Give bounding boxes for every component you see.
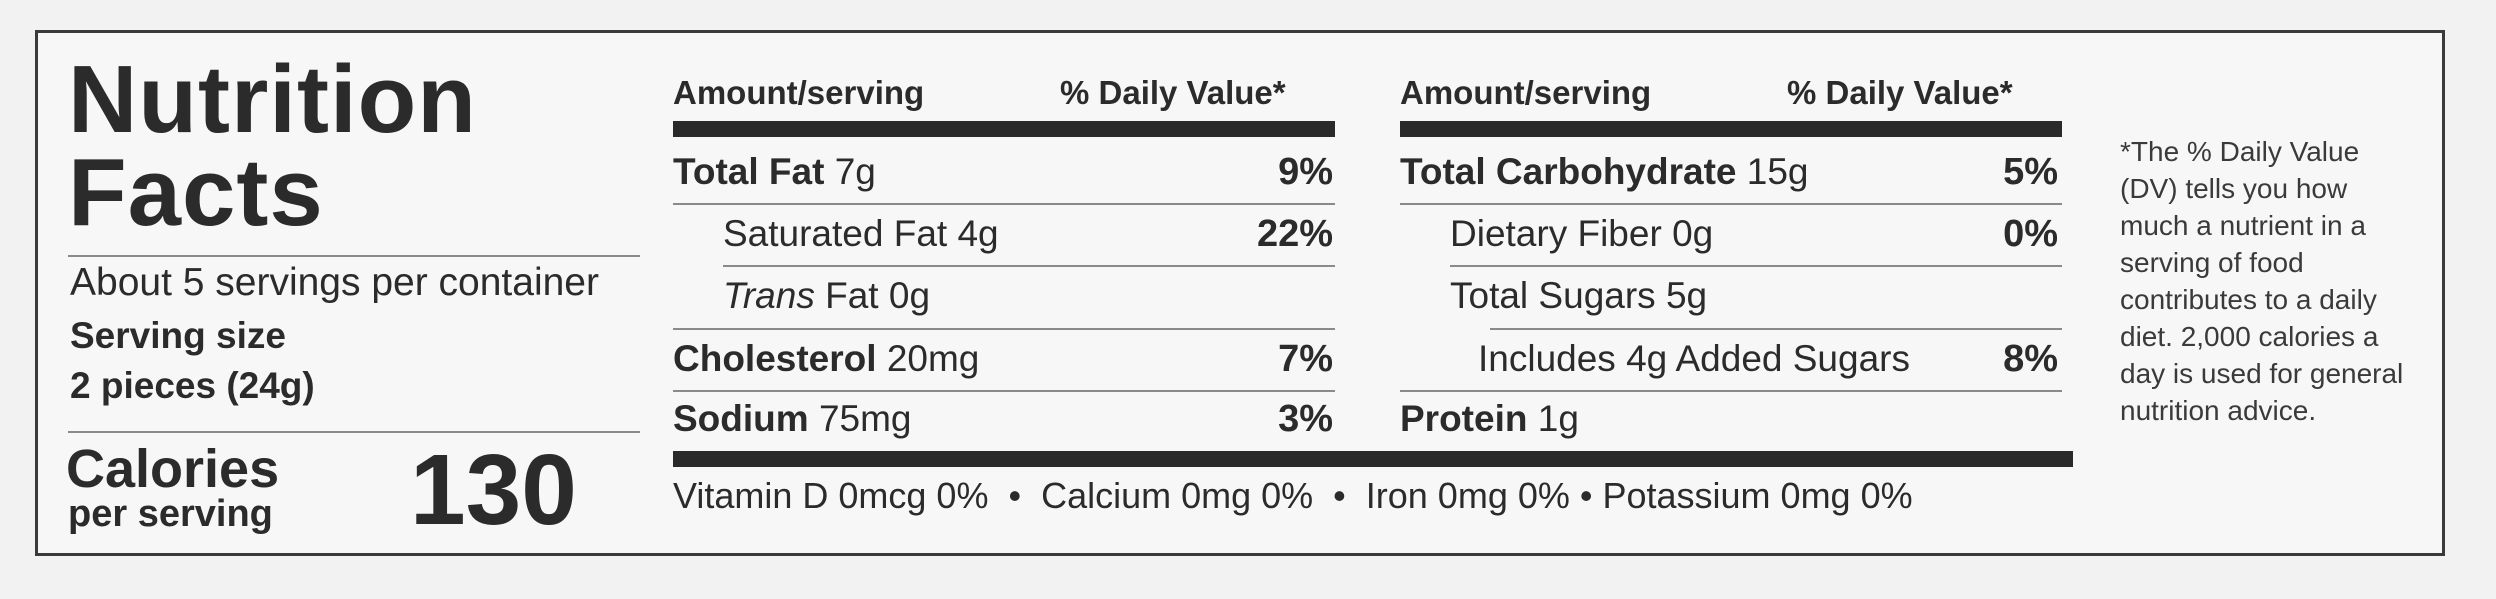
left-header-amount: Amount/serving bbox=[673, 74, 925, 111]
dv-total-carbohydrate: 5% bbox=[2003, 151, 2058, 193]
dv-dietary-fiber: 0% bbox=[2003, 213, 2058, 255]
nutrition-facts-panel: Nutrition Facts About 5 servings per con… bbox=[35, 30, 2445, 556]
divider-row-4 bbox=[673, 390, 1335, 392]
row-added-sugars: Includes 4g Added Sugars bbox=[1478, 338, 1910, 379]
row-trans-fat: Trans Fat 0g bbox=[723, 275, 931, 316]
divider-serving bbox=[68, 431, 640, 433]
dv-saturated-fat: 22% bbox=[1256, 213, 1333, 255]
divider-title bbox=[68, 255, 640, 257]
serving-size-label: Serving size bbox=[70, 315, 286, 356]
right-header-amount: Amount/serving bbox=[1400, 74, 1652, 111]
calories-sublabel: per serving bbox=[68, 493, 273, 535]
row-total-sugars: Total Sugars 5g bbox=[1450, 275, 1708, 316]
title-line-2: Facts bbox=[68, 139, 324, 246]
divider-row-1 bbox=[673, 203, 1335, 205]
row-cholesterol: Cholesterol 20mg bbox=[673, 338, 980, 379]
right-header-dv: % Daily Value* bbox=[1787, 74, 2013, 111]
left-header-dv: % Daily Value* bbox=[1060, 74, 1286, 111]
row-total-fat: Total Fat 7g bbox=[673, 151, 876, 192]
vitamins-line: Vitamin D 0mcg 0% • Calcium 0mg 0% • Iro… bbox=[673, 475, 1913, 516]
row-protein: Protein 1g bbox=[1400, 398, 1579, 439]
title-line-1: Nutrition bbox=[68, 46, 477, 153]
divider-r-row-3 bbox=[1490, 328, 2062, 330]
row-sodium: Sodium 75mg bbox=[673, 398, 912, 439]
dv-added-sugars: 8% bbox=[2003, 338, 2058, 380]
daily-value-footnote: *The % Daily Value (DV) tells you how mu… bbox=[2120, 136, 2404, 426]
row-dietary-fiber: Dietary Fiber 0g bbox=[1450, 213, 1714, 254]
bottom-rule bbox=[673, 451, 2073, 467]
serving-size-value: 2 pieces (24g) bbox=[70, 365, 315, 406]
row-total-carbohydrate: Total Carbohydrate 15g bbox=[1400, 151, 1809, 192]
divider-row-2 bbox=[723, 265, 1335, 267]
calories-label: Calories bbox=[66, 439, 280, 499]
divider-r-row-4 bbox=[1400, 390, 2062, 392]
divider-r-row-2 bbox=[1450, 265, 2062, 267]
row-saturated-fat: Saturated Fat 4g bbox=[723, 213, 999, 254]
divider-row-3 bbox=[673, 328, 1335, 330]
dv-total-fat: 9% bbox=[1278, 151, 1333, 193]
left-header-rule bbox=[673, 121, 1335, 137]
right-header-rule bbox=[1400, 121, 2062, 137]
divider-r-row-1 bbox=[1400, 203, 2062, 205]
calories-value: 130 bbox=[410, 434, 577, 546]
servings-per-container: About 5 servings per container bbox=[70, 261, 599, 304]
dv-cholesterol: 7% bbox=[1278, 338, 1333, 380]
dv-sodium: 3% bbox=[1278, 398, 1333, 440]
